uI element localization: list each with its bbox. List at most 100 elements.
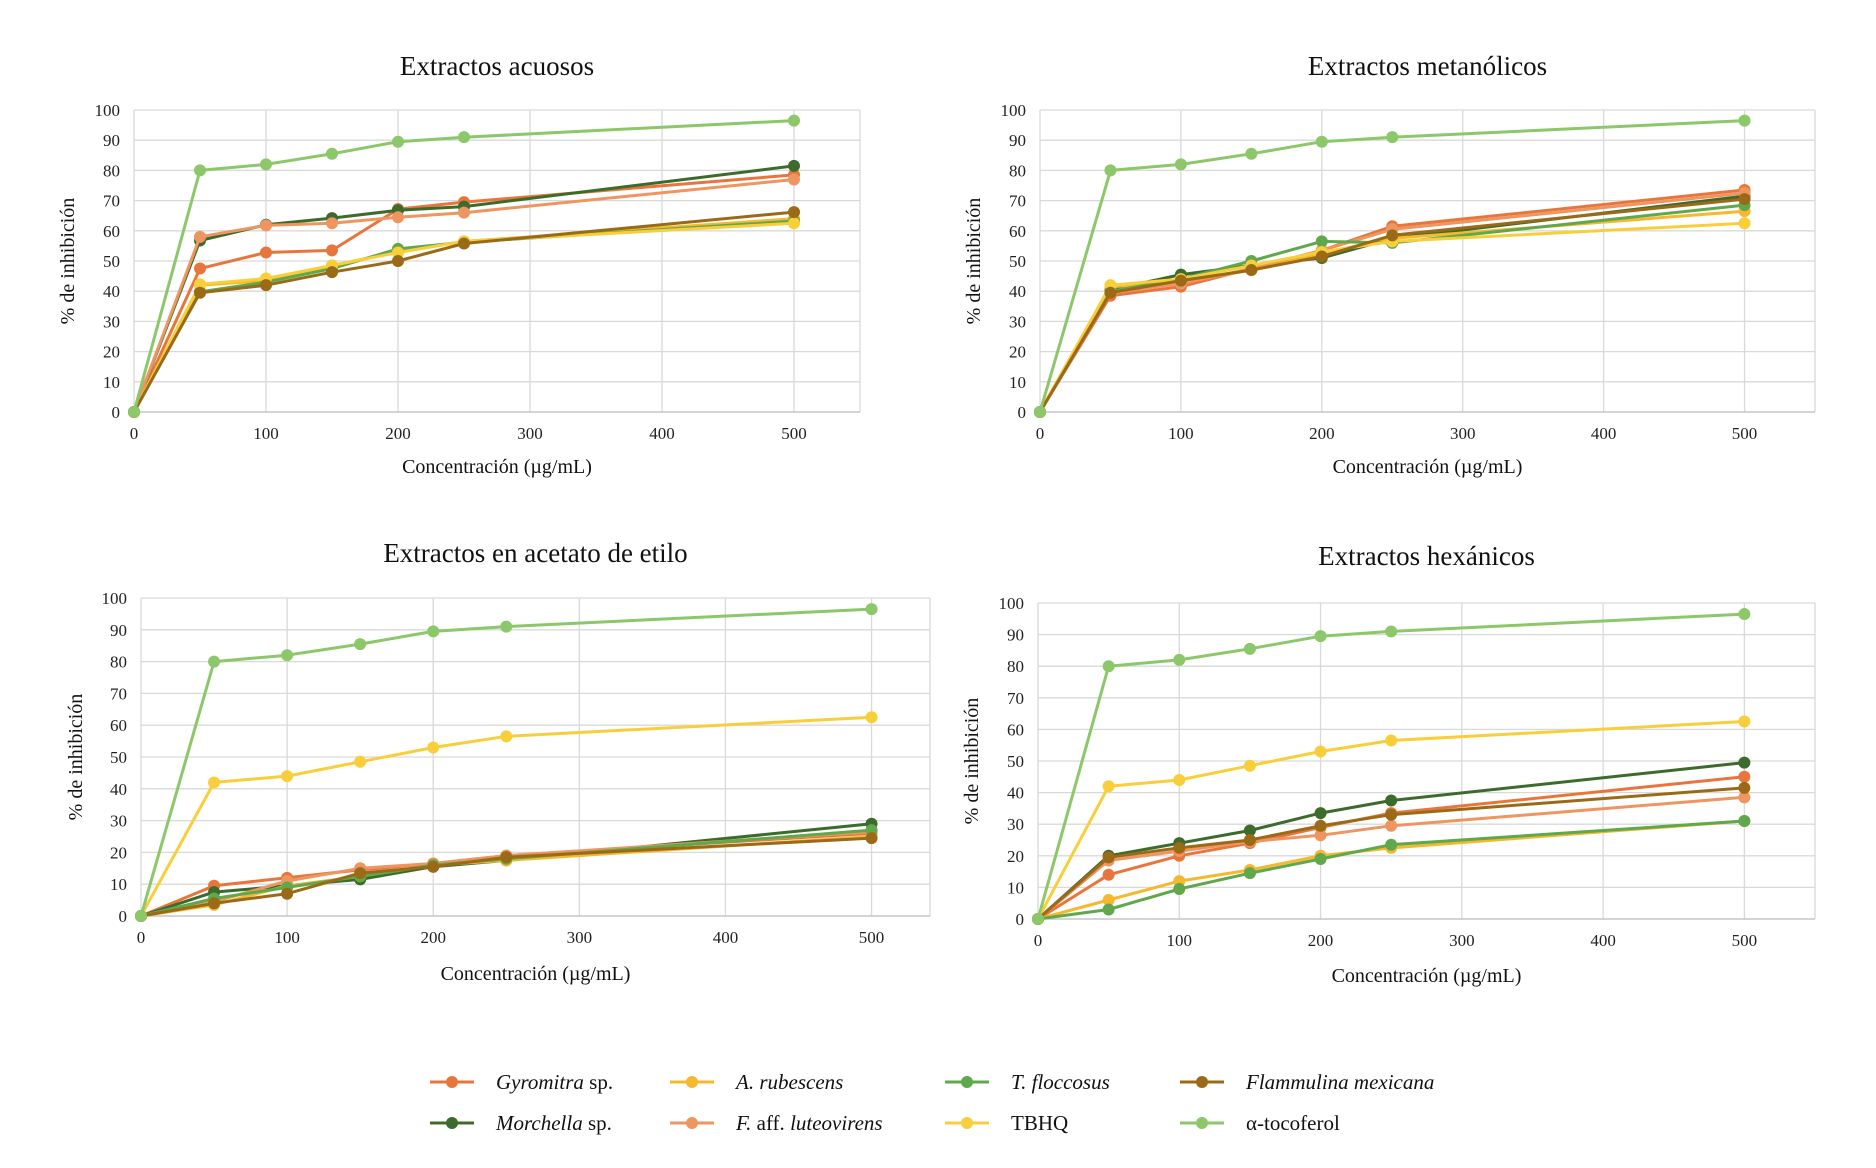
data-point-flammulina [788,206,800,219]
x-axis-label: Concentración (µg/mL) [1333,456,1523,478]
legend-label: TBHQ [1011,1111,1068,1135]
data-point-tbhq [281,770,294,783]
data-point-tocoferol [1034,406,1046,418]
chart-title: Extractos en acetato de etilo [383,538,687,568]
x-tick-label: 400 [1591,424,1617,443]
data-point-floccosus [1738,815,1751,828]
legend-label-italic: F. [735,1111,751,1135]
y-tick-label: 40 [1009,282,1026,301]
legend-item-tocoferol: α-tocoferol [1180,1111,1340,1135]
chart-panel-4: 0 10 20 30 40 50 60 70 80 90 100 0 100 200 300 400 500 Ex… [961,541,1816,987]
x-tick-label: 0 [130,424,139,443]
data-point-tocoferol [427,625,440,638]
series-gyromitra [135,827,878,922]
legend-label-text: sp. [583,1111,612,1135]
series-morchella [135,817,878,922]
y-tick-label: 0 [1018,403,1027,422]
data-point-flammulina [458,237,470,250]
data-point-tocoferol [865,603,878,616]
x-tick-label: 500 [1732,424,1758,443]
y-tick-label: 90 [1009,131,1026,150]
data-point-floccosus [1102,903,1115,916]
legend-item-luteovirens: F. aff. luteovirens [670,1111,883,1135]
data-point-tocoferol [1385,625,1398,638]
y-tick-label: 80 [1009,161,1026,180]
data-point-flammulina [1173,841,1186,854]
data-point-tocoferol [1738,114,1751,127]
legend-label-italic: T. floccosus [1011,1070,1110,1094]
y-tick-label: 30 [103,312,120,331]
series-flammulina [135,832,878,922]
data-point-flammulina [194,286,206,299]
data-point-tbhq [427,741,440,754]
series-line-rubescens [1037,819,1745,921]
legend-label: A. rubescens [734,1070,843,1094]
legend-label: Morchella sp. [495,1111,612,1135]
data-point-flammulina [281,887,294,900]
data-point-flammulina [354,867,367,880]
data-point-morchella [1738,756,1751,769]
y-tick-label: 20 [1007,847,1024,866]
data-point-luteovirens [1314,829,1327,842]
series-flammulina [1034,193,1751,418]
y-tick-label: 10 [1009,373,1026,392]
data-point-flammulina [208,897,221,910]
legend-swatch-marker [961,1076,973,1088]
data-point-gyromitra [194,262,206,275]
chart-title: Extractos hexánicos [1318,541,1535,571]
x-tick-label: 200 [1308,931,1334,950]
y-tick-label: 30 [110,812,127,831]
legend: Gyromitra sp. A. rubescens T. floccosus Fla… [430,1070,1434,1135]
y-tick-label: 60 [103,222,120,241]
data-point-tbhq [865,711,878,724]
y-tick-label: 80 [110,653,127,672]
series-line-tocoferol [132,119,795,413]
data-point-tocoferol [788,114,800,127]
data-point-flammulina [326,266,338,279]
y-tick-label: 50 [1007,752,1024,771]
y-tick-label: 60 [1009,222,1026,241]
y-tick-label: 30 [1009,312,1026,331]
data-point-luteovirens [1738,791,1751,804]
series-line-tocoferol [1036,612,1745,920]
y-axis-label: % de inhibición [65,694,87,821]
y-tick-label: 80 [1007,657,1024,676]
data-point-tbhq [1385,734,1398,747]
data-point-tocoferol [260,158,272,171]
legend-swatch-marker [686,1117,698,1129]
legend-swatch-marker [686,1076,698,1088]
legend-item-flammulina: Flammulina mexicana [1180,1070,1434,1094]
series-line-gyromitra [140,831,872,918]
data-point-tocoferol [1104,164,1117,177]
x-tick-label: 500 [859,928,885,947]
y-tick-label: 100 [102,589,128,608]
data-point-tocoferol [1315,135,1328,148]
legend-item-floccosus: T. floccosus [945,1070,1110,1094]
data-point-tocoferol [281,649,294,662]
data-point-tbhq [788,217,800,230]
data-point-tocoferol [326,147,338,160]
series-line-tocoferol [1038,119,1745,413]
legend-label-italic: Morchella [495,1111,583,1135]
y-tick-label: 70 [1007,689,1024,708]
legend-label: Flammulina mexicana [1245,1070,1434,1094]
data-point-flammulina [865,832,878,845]
data-point-tocoferol [1243,642,1256,655]
legend-label-italic: A. rubescens [734,1070,843,1094]
x-tick-label: 300 [1449,931,1475,950]
data-point-gyromitra [260,246,272,259]
series-flammulina [128,206,800,418]
data-point-gyromitra [326,244,338,257]
y-tick-label: 20 [1009,343,1026,362]
series-tocoferol [1032,608,1751,925]
x-tick-label: 400 [1590,931,1616,950]
data-point-tbhq [354,755,367,768]
chart-panel-2: 0 10 20 30 40 50 60 70 80 90 100 0 100 200 300 400 500 Ex… [963,51,1816,478]
legend-label: F. aff. luteovirens [735,1111,883,1135]
x-tick-label: 200 [385,424,411,443]
data-point-tocoferol [1314,630,1327,643]
x-tick-label: 500 [781,424,807,443]
chart-panel-3: 0 10 20 30 40 50 60 70 80 90 100 0 100 200 300 400 500 Ex… [65,538,931,985]
data-point-flammulina [1102,851,1115,864]
